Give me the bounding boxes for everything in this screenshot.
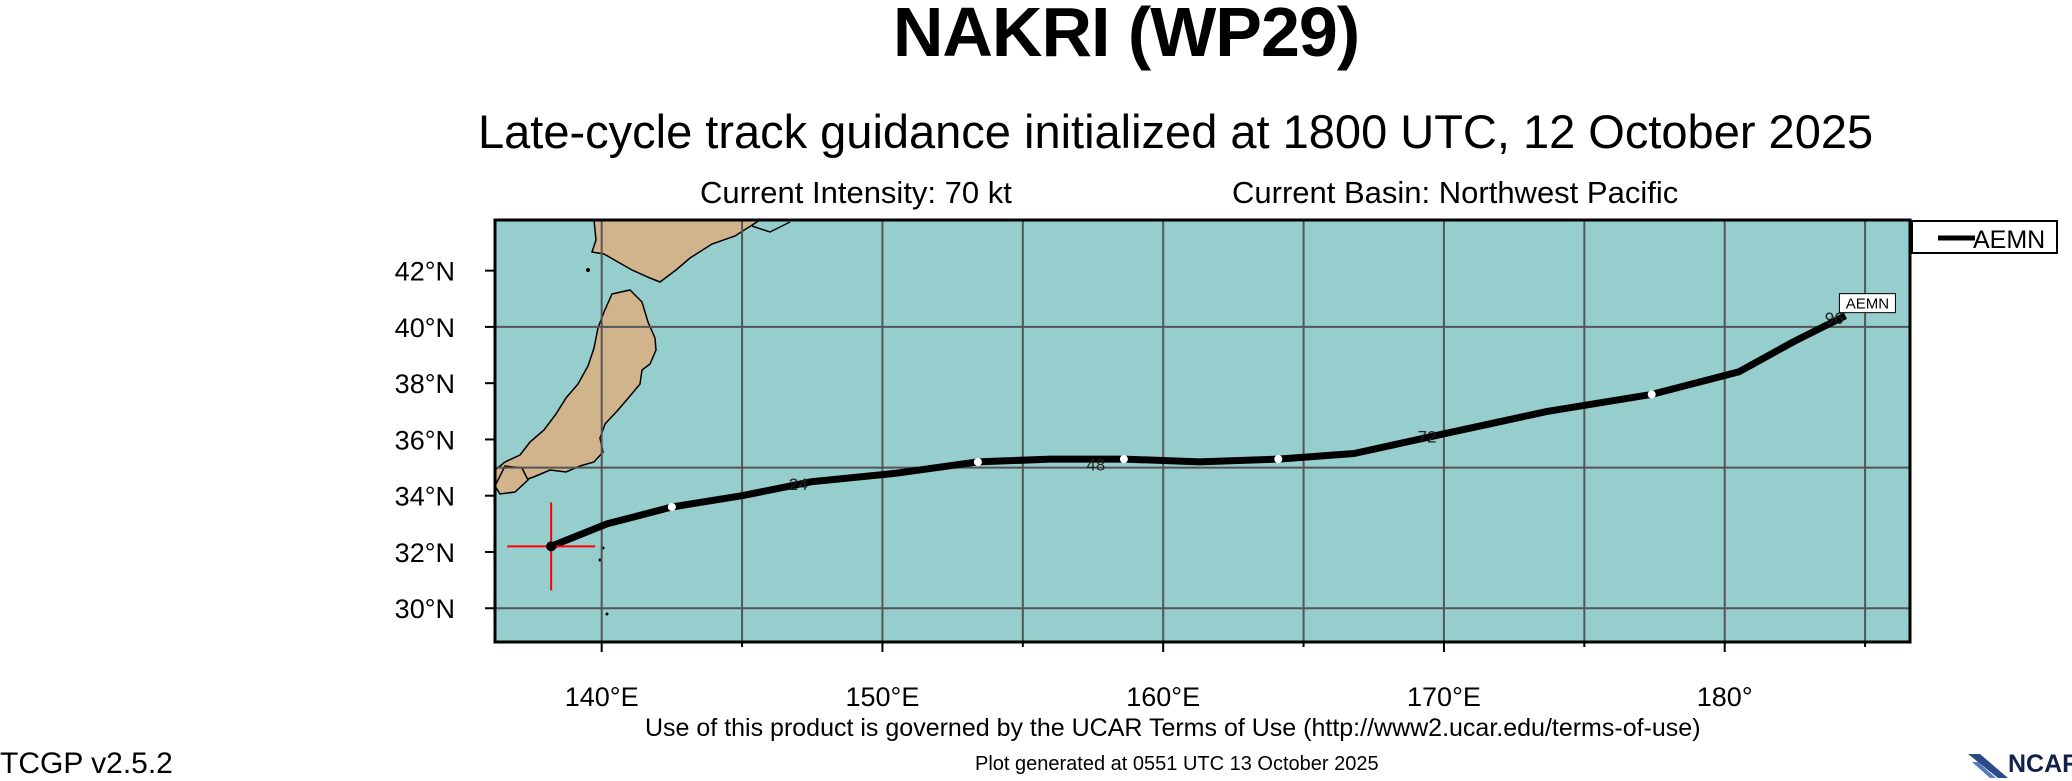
terms-of-use-note: Use of this product is governed by the U… (645, 714, 1701, 742)
track-aemn (549, 312, 1847, 550)
legend-label-aemn: AEMN (1973, 226, 2045, 254)
land-layer (495, 220, 791, 616)
ncar-logo-text: NCAR (2008, 750, 2072, 778)
island (605, 612, 609, 616)
forecast-hour-label: 24 (789, 475, 808, 494)
track-position-dot (1119, 455, 1128, 464)
axis-tick-labels: 140°E 150°E 160°E 170°E 180° 30°N 32°N 34°N 36°N… (395, 257, 1753, 712)
lat-tick-label: 32°N (395, 538, 455, 568)
plot-generated-time: Plot generated at 0551 UTC 13 October 20… (975, 753, 1379, 775)
track-position-dot (1274, 455, 1283, 464)
map-frame (493, 218, 1912, 644)
forecast-hour-label: 96 (1825, 309, 1844, 328)
current-basin: Current Basin: Northwest Pacific (1232, 175, 1679, 210)
lat-tick-label: 36°N (395, 425, 455, 455)
forecast-hour-label: 72 (1418, 427, 1437, 446)
lon-tick-label: 180° (1697, 682, 1753, 712)
lon-tick-label: 170°E (1407, 682, 1481, 712)
track-position-dot (667, 502, 676, 511)
legend: AEMN (1911, 220, 2058, 254)
lat-lon-grid (495, 220, 1910, 642)
ncar-logo: NCAR (1968, 750, 2072, 779)
ocean-background (495, 220, 1910, 642)
lat-tick-label: 42°N (395, 257, 455, 287)
initial-position-dot (546, 541, 557, 552)
lon-tick-label: 140°E (565, 682, 639, 712)
lat-tick-label: 40°N (395, 313, 455, 343)
track-position-dot (1647, 390, 1656, 399)
lon-tick-label: 150°E (846, 682, 920, 712)
legend-box (1911, 220, 2058, 254)
track-position-dot (973, 457, 982, 466)
land-honshu (495, 289, 657, 491)
ncar-logo-mark (1968, 754, 2008, 779)
forecast-hour-label: 48 (1086, 455, 1105, 474)
lat-tick-label: 34°N (395, 482, 455, 512)
axis-ticks (485, 269, 1867, 652)
version-label: TCGP v2.5.2 (0, 747, 173, 780)
track-end-label-box (1838, 293, 1896, 314)
lat-tick-label: 30°N (395, 594, 455, 624)
lon-tick-label: 160°E (1126, 682, 1200, 712)
land-hokkaido (591, 220, 762, 283)
lat-tick-label: 38°N (395, 369, 455, 399)
land-sakhalin-tip (751, 221, 791, 233)
current-intensity: Current Intensity: 70 kt (700, 175, 1012, 210)
storm-title: NAKRI (WP29) (892, 0, 1360, 71)
island (586, 268, 590, 272)
guidance-subtitle: Late-cycle track guidance initialized at… (478, 105, 1874, 158)
track-end-label: AEMN (1846, 296, 1889, 313)
